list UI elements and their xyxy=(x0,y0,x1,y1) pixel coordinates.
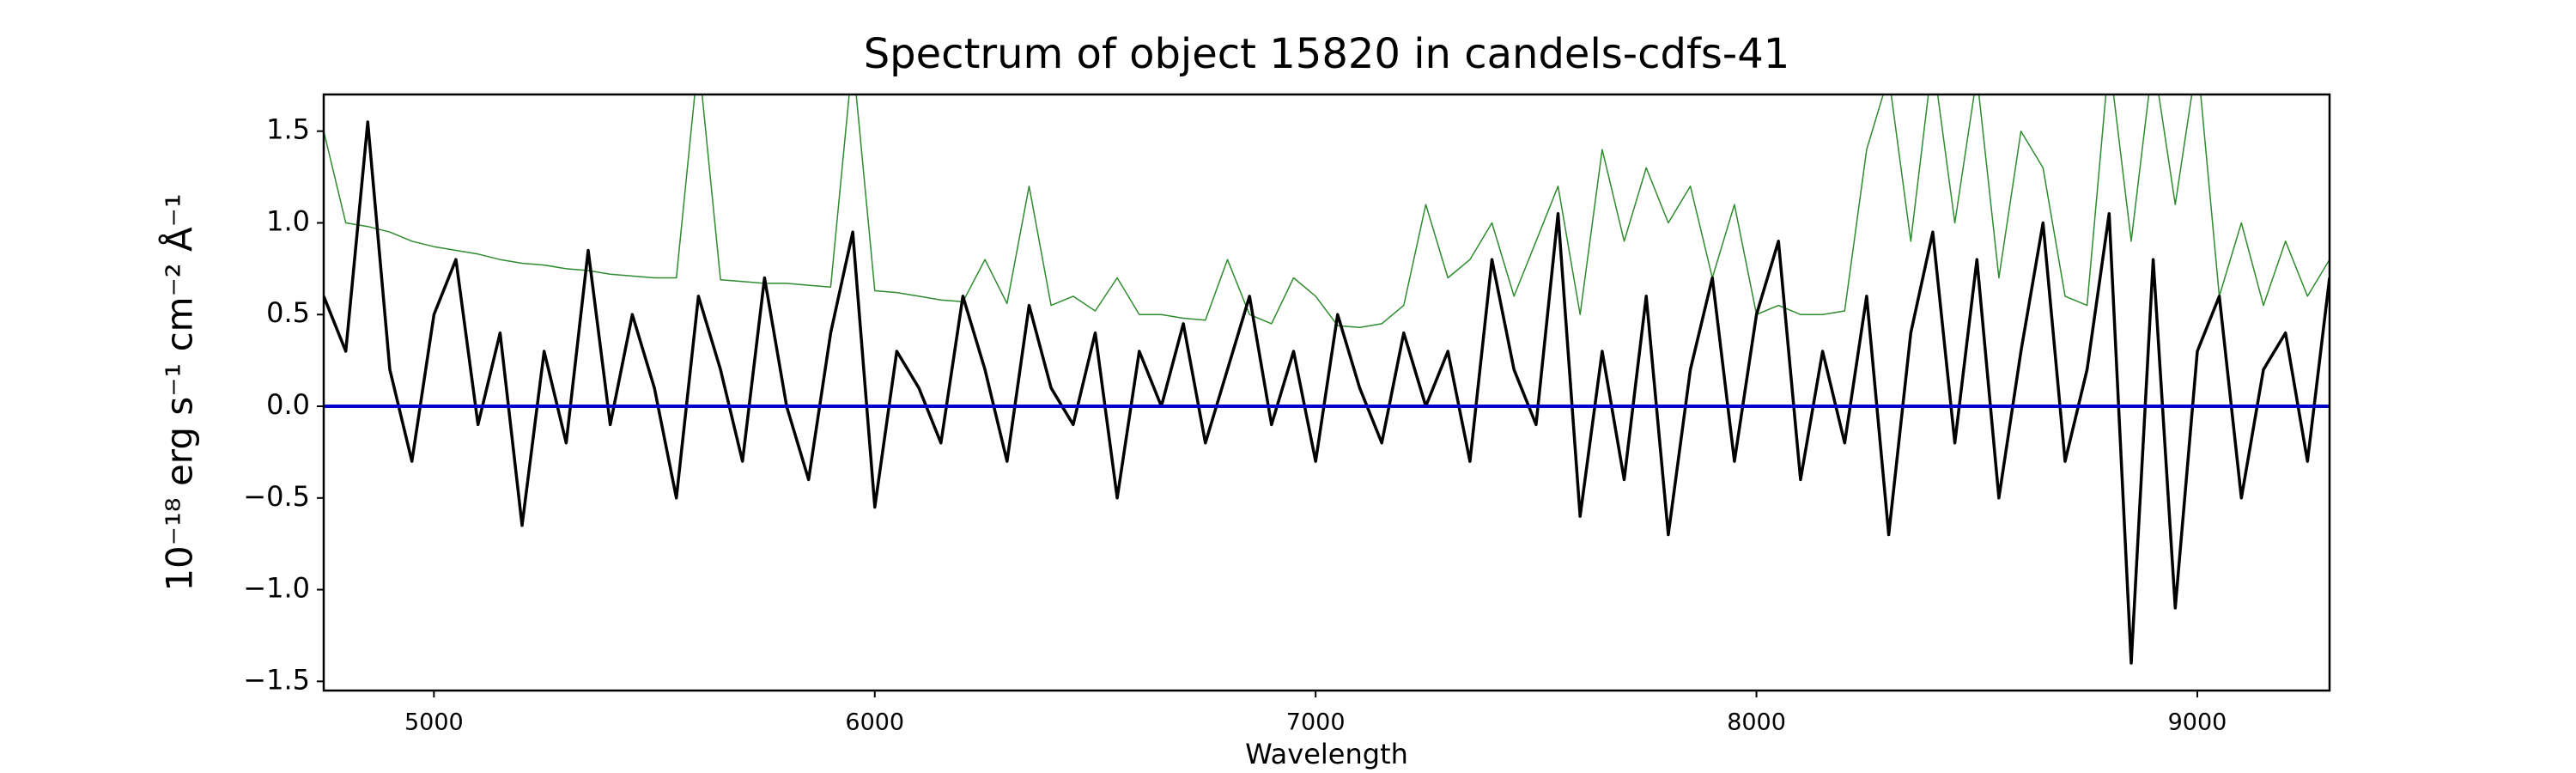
plot-area xyxy=(324,94,2330,665)
y-tick-label: 1.0 xyxy=(266,204,310,237)
x-tick-label: 6000 xyxy=(845,709,904,736)
plot-frame xyxy=(322,93,2331,692)
y-tick-label: −1.0 xyxy=(243,572,310,605)
x-tick-label: 8000 xyxy=(1727,709,1786,736)
x-tick-label: 9000 xyxy=(2168,709,2227,736)
y-axis-label: 10⁻¹⁸ erg s⁻¹ cm⁻² Å⁻¹ xyxy=(158,193,201,591)
x-tick-label: 5000 xyxy=(404,709,464,736)
spectrum-line xyxy=(324,120,2330,665)
y-tick-label: −0.5 xyxy=(243,480,310,513)
x-axis-label: Wavelength xyxy=(1245,738,1408,770)
y-tick-label: −1.5 xyxy=(243,663,310,696)
y-tick-label: 0.0 xyxy=(266,388,310,421)
chart-title: Spectrum of object 15820 in candels-cdfs… xyxy=(864,30,1790,78)
y-tick-label: 0.5 xyxy=(266,296,310,329)
y-tick-label: 1.5 xyxy=(266,113,310,146)
spectrum-line xyxy=(324,94,2330,328)
x-tick-label: 7000 xyxy=(1286,709,1346,736)
